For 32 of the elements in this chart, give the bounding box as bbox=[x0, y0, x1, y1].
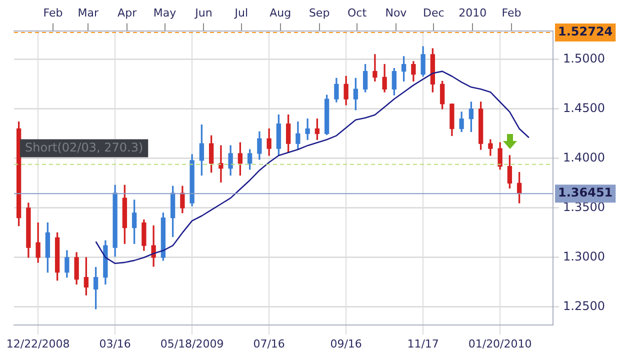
x-tick-label: 09/16 bbox=[330, 337, 362, 350]
x2-tick-label: Aug bbox=[270, 6, 292, 20]
y-tick-label: 1.2500 bbox=[563, 299, 605, 314]
x2-tick-label: Dec bbox=[422, 6, 444, 20]
x2-tick-label: Mar bbox=[78, 6, 99, 20]
x-tick-label: 05/18/2009 bbox=[160, 337, 224, 350]
ref-line-label: 1.52724 bbox=[558, 24, 613, 39]
candlestick bbox=[218, 145, 224, 183]
x2-tick-label: May bbox=[153, 6, 177, 20]
x2-tick-label: 2010 bbox=[458, 6, 487, 20]
y-tick-label: 1.3500 bbox=[563, 200, 605, 214]
ref-line-label: 1.36451 bbox=[558, 186, 613, 200]
candlestick bbox=[372, 54, 378, 82]
x2-tick-label: Jul bbox=[234, 6, 248, 20]
x2-tick-label: Feb bbox=[43, 6, 63, 20]
x-tick-label: 01/20/2010 bbox=[468, 337, 532, 350]
y-tick-label: 1.4000 bbox=[563, 150, 605, 165]
x-tick-label: 11/17 bbox=[407, 337, 439, 350]
x2-tick-label: Oct bbox=[347, 6, 368, 20]
candlestick bbox=[305, 118, 310, 140]
x-tick-label: 12/22/2008 bbox=[6, 337, 70, 350]
y-tick-label: 1.5000 bbox=[563, 52, 605, 66]
x-tick-label: 07/16 bbox=[253, 337, 285, 350]
annotation: Short(02/03, 270.3) bbox=[25, 140, 144, 154]
x2-tick-label: Apr bbox=[118, 6, 138, 20]
y-tick-label: 1.4500 bbox=[563, 101, 605, 116]
x-tick-label: 03/16 bbox=[99, 337, 131, 350]
x2-tick-label: Nov bbox=[385, 6, 408, 20]
x2-tick-label: Feb bbox=[502, 6, 522, 20]
y-tick-label: 1.3000 bbox=[563, 250, 605, 264]
x2-tick-label: Sep bbox=[308, 6, 330, 20]
x2-tick-label: Jun bbox=[194, 6, 212, 20]
